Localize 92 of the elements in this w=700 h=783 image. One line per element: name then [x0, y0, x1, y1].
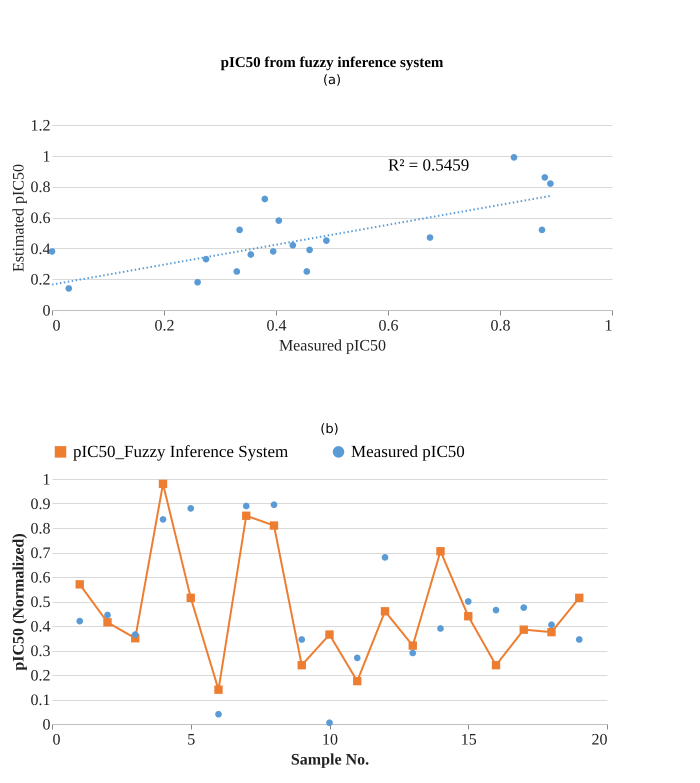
y-tick-label: 0.2 [30, 668, 50, 684]
y-tick-label: 0.1 [30, 692, 50, 709]
point [323, 237, 330, 244]
y-tick-label: 1 [42, 472, 50, 488]
annotation: R² = 0.5459 [388, 156, 470, 175]
point [76, 618, 84, 624]
point [353, 676, 362, 686]
y-tick-label: 0.3 [30, 643, 50, 660]
point [103, 618, 112, 627]
y-axis-title: Estimated pIC50 [10, 164, 28, 272]
point [354, 654, 361, 662]
point [576, 636, 583, 643]
point [520, 604, 528, 611]
point [575, 594, 584, 602]
point [186, 594, 195, 602]
point [242, 512, 250, 520]
y-tick-label: 0.8 [30, 179, 50, 196]
y-tick-label: 0 [42, 302, 50, 320]
x-tick-label: 0.2 [154, 318, 174, 334]
point [261, 196, 268, 202]
x-tick-label: 0.6 [378, 318, 398, 334]
point [247, 251, 254, 258]
y-tick-label: 0 [42, 716, 50, 734]
point [380, 607, 390, 616]
point [270, 501, 278, 508]
point [464, 598, 472, 605]
point [538, 226, 546, 234]
point [104, 612, 111, 618]
point [547, 628, 556, 636]
point [541, 174, 548, 181]
point [214, 686, 223, 694]
y-axis-title: pIC50 (Normalized) [10, 533, 28, 671]
point [303, 268, 310, 275]
x-tick-label: 0.8 [490, 318, 510, 334]
y-tick-label: 0.4 [30, 240, 50, 258]
legend-label: Measured pIC50 [351, 442, 465, 461]
x-tick-label: 1 [604, 318, 612, 334]
point [492, 661, 500, 670]
point [548, 621, 555, 628]
point [215, 710, 222, 718]
point [187, 505, 194, 512]
point [242, 502, 250, 510]
point [65, 285, 72, 292]
point [194, 278, 201, 286]
point [547, 180, 554, 187]
point [464, 612, 472, 620]
point [306, 246, 313, 254]
point [289, 242, 296, 249]
y-tick-label: 0.2 [30, 272, 50, 289]
point [76, 580, 84, 589]
point [298, 636, 306, 643]
point [326, 719, 333, 726]
point [426, 234, 434, 241]
x-axis-title: Sample No. [290, 752, 370, 768]
y-tick-label: 0.4 [30, 618, 50, 636]
point [132, 631, 139, 638]
chart-title: pIC50 from fuzzy inference system [220, 55, 444, 71]
y-tick-label: 0.8 [30, 520, 50, 538]
point [510, 154, 518, 161]
point [236, 226, 243, 234]
text: (b) [320, 422, 339, 437]
y-tick-label: 0.6 [30, 210, 50, 227]
x-tick-label: 15 [460, 732, 477, 748]
point [270, 521, 278, 530]
point [382, 554, 388, 561]
point [408, 641, 417, 650]
point [298, 661, 306, 670]
x-tick-label: 20 [592, 732, 608, 748]
point [233, 268, 240, 275]
x-tick-label: 0.4 [266, 318, 286, 334]
y-tick-label: 1.2 [30, 118, 50, 134]
point [492, 606, 500, 614]
y-tick-label: 0.9 [30, 496, 50, 513]
y-tick-label: 0.5 [30, 594, 50, 611]
x-axis-title: Measured pIC50 [278, 338, 386, 354]
point [48, 248, 56, 255]
point [520, 625, 528, 634]
point [325, 630, 334, 639]
point [409, 650, 416, 656]
y-tick-label: 0.6 [30, 570, 50, 586]
point [437, 625, 444, 632]
point [436, 547, 445, 556]
x-tick-label: 5 [187, 732, 196, 748]
y-tick-label: 1 [42, 148, 50, 166]
point [270, 248, 277, 255]
point [158, 480, 168, 488]
legend-label: pIC50_Fuzzy Inference System [73, 442, 288, 461]
point [160, 516, 166, 523]
x-tick-label: 10 [322, 732, 338, 748]
text: (a) [322, 73, 342, 88]
point [275, 217, 282, 224]
y-tick-label: 0.7 [30, 545, 50, 562]
